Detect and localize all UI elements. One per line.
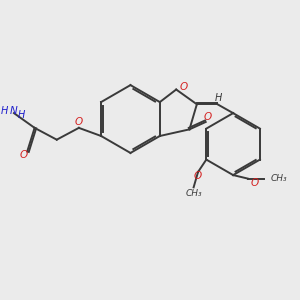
Text: H: H xyxy=(1,106,8,116)
Text: N: N xyxy=(10,106,17,116)
Text: O: O xyxy=(203,112,211,122)
Text: O: O xyxy=(251,178,259,188)
Text: H: H xyxy=(214,93,222,103)
Text: H: H xyxy=(18,110,25,121)
Text: CH₃: CH₃ xyxy=(185,189,202,198)
Text: O: O xyxy=(20,150,28,160)
Text: O: O xyxy=(180,82,188,92)
Text: O: O xyxy=(194,171,202,182)
Text: O: O xyxy=(74,117,82,127)
Text: CH₃: CH₃ xyxy=(271,174,287,183)
